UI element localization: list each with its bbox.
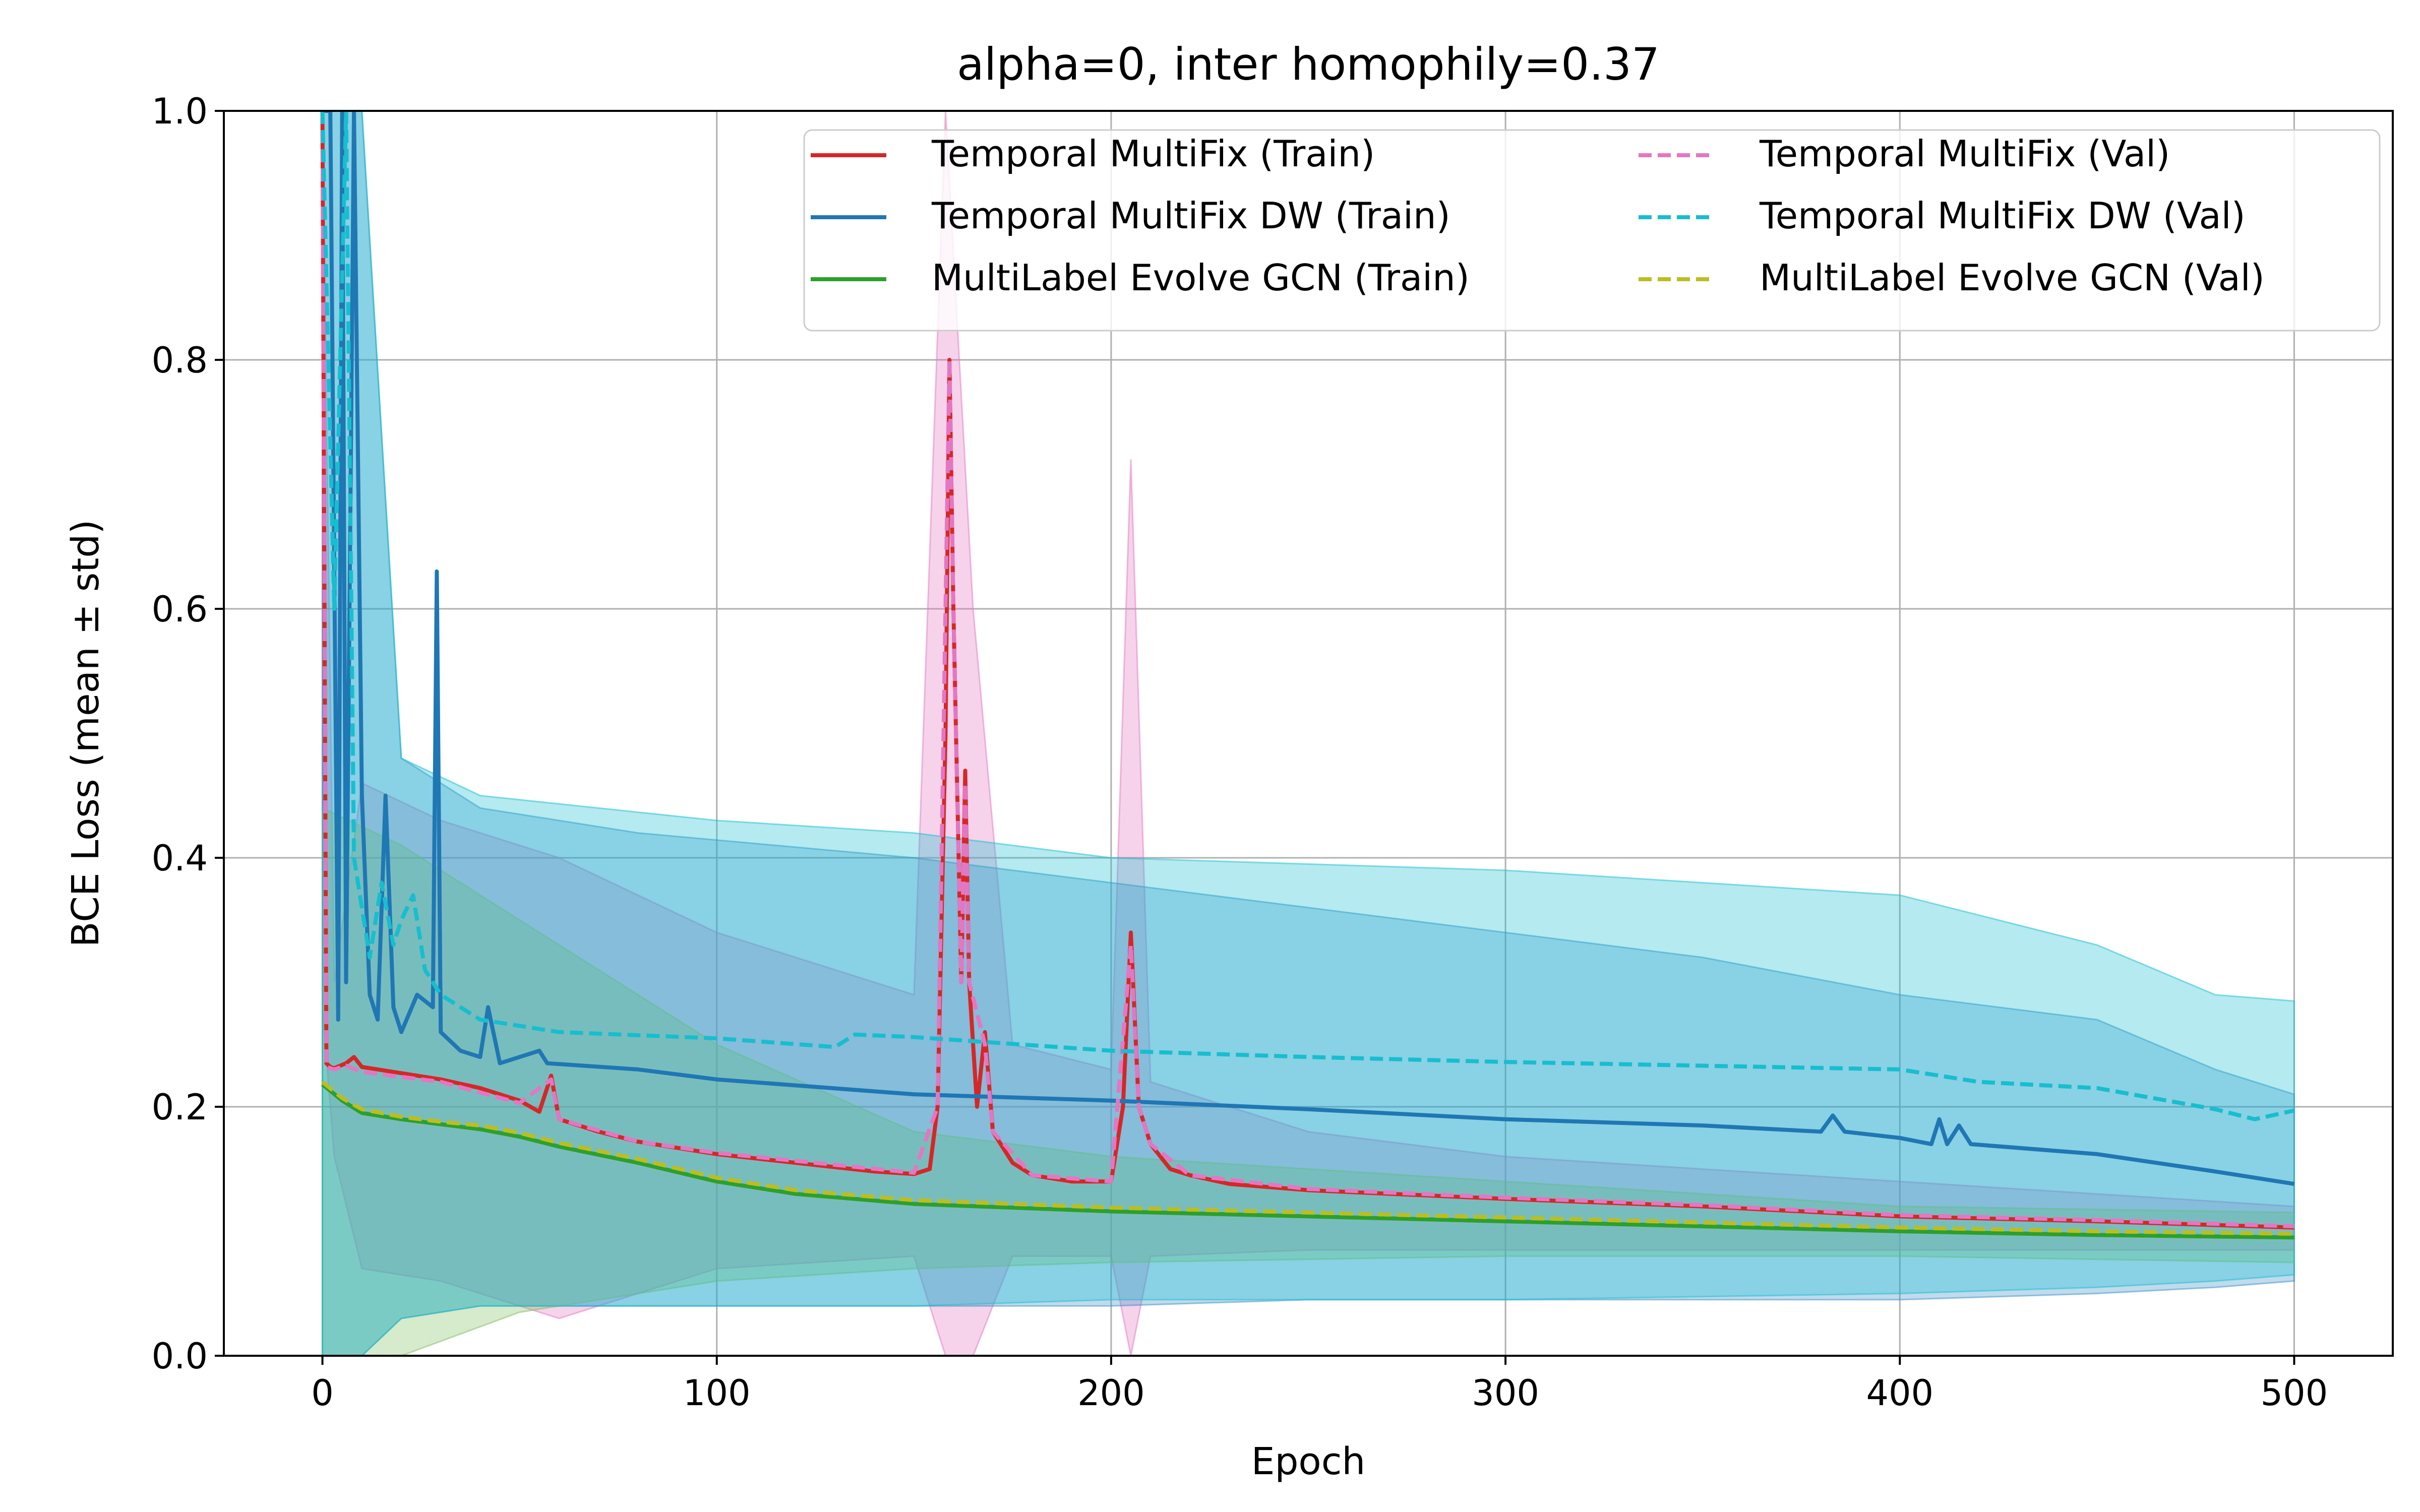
axis-ticks: 0 100 200 300 400 500 0.0 0.2 0.4 0.6 0.8 1.0 (152, 91, 2328, 1414)
legend-label: Temporal MultiFix DW (Train) (931, 195, 1450, 237)
y-tick-label: 0.8 (152, 340, 208, 381)
x-tick-label: 200 (1077, 1372, 1145, 1414)
x-axis-label: Epoch (1251, 1440, 1366, 1483)
x-tick-label: 100 (683, 1372, 751, 1414)
series-line-3 (320, 111, 2294, 1229)
legend-label: Temporal MultiFix DW (Val) (1759, 195, 2246, 237)
plot-frame (223, 110, 2394, 1357)
x-tick-label: 400 (1866, 1372, 1933, 1414)
legend-label: Temporal MultiFix (Train) (931, 133, 1375, 175)
series-lines (320, 111, 2295, 1240)
series-line-5 (321, 1080, 2294, 1236)
std-band-4 (322, 111, 2295, 1356)
series-line-2 (321, 1083, 2294, 1240)
y-axis-label: BCE Loss (mean ± std) (64, 520, 107, 947)
x-tick-label: 500 (2261, 1372, 2328, 1414)
y-tick-label: 0.0 (152, 1336, 208, 1377)
y-tick-label: 0.2 (152, 1087, 208, 1128)
x-tick-label: 0 (311, 1372, 334, 1414)
legend: Temporal MultiFix (Train) Temporal MultiF… (803, 129, 2381, 332)
legend-label: MultiLabel Evolve GCN (Train) (932, 257, 1470, 299)
std-bands (322, 111, 2295, 1356)
legend-label: Temporal MultiFix (Val) (1759, 133, 2170, 175)
x-tick-label: 300 (1472, 1372, 1539, 1414)
y-tick-label: 0.6 (152, 589, 208, 630)
series-line-4 (320, 111, 2295, 1121)
y-tick-label: 1.0 (152, 91, 208, 132)
series-line-1 (322, 111, 2295, 1186)
legend-label: MultiLabel Evolve GCN (Val) (1760, 257, 2265, 299)
y-tick-label: 0.4 (152, 838, 208, 879)
chart-title: alpha=0, inter homophily=0.37 (957, 38, 1660, 90)
legend-box (803, 129, 2381, 332)
